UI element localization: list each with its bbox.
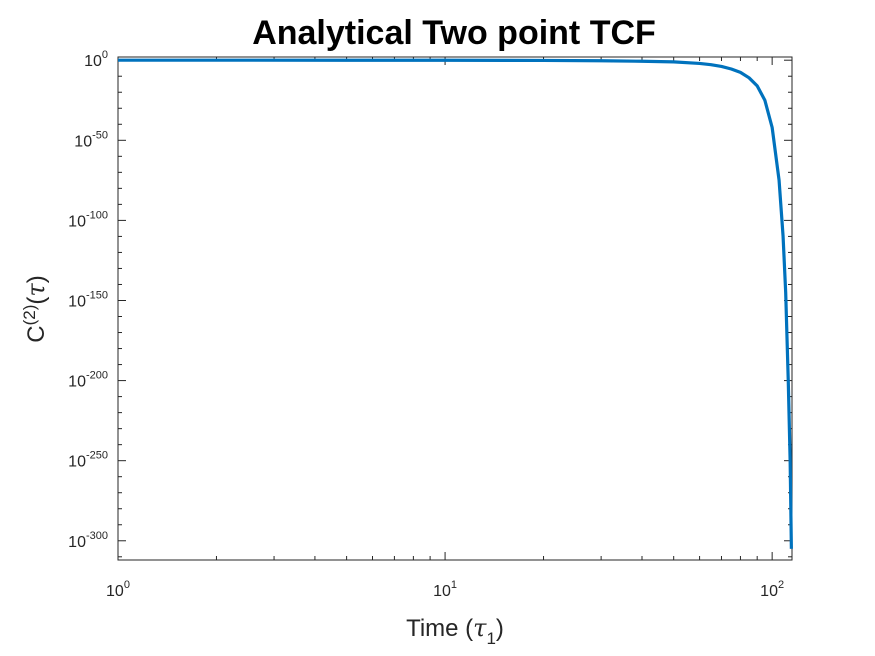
y-tick-label: 10-50 [74, 129, 108, 150]
y-tick-label: 10-300 [68, 530, 108, 551]
x-axis-label: Time (τ1) [406, 614, 504, 648]
x-tick-label: 102 [760, 579, 784, 600]
y-axis-label: C(2)(τ) [20, 275, 50, 342]
chart-title: Analytical Two point TCF [252, 14, 656, 52]
y-tick-label: 100 [84, 49, 108, 70]
y-tick-label: 10-200 [68, 370, 108, 391]
series-line-0 [117, 58, 793, 549]
y-tick-label: 10-250 [68, 450, 108, 471]
y-axis-tick-labels: 100 10-50 10-100 10-150 10-200 10-250 10-300 [68, 49, 108, 551]
y-tick-label: 10-150 [68, 289, 108, 310]
axis-ticks [117, 57, 792, 560]
plot-area [117, 56, 793, 561]
x-tick-label: 100 [106, 579, 130, 600]
series-layer [117, 58, 793, 549]
x-tick-label: 101 [433, 579, 457, 600]
y-tick-label: 10-100 [68, 209, 108, 230]
x-axis-tick-labels: 100 101 102 [106, 579, 784, 600]
